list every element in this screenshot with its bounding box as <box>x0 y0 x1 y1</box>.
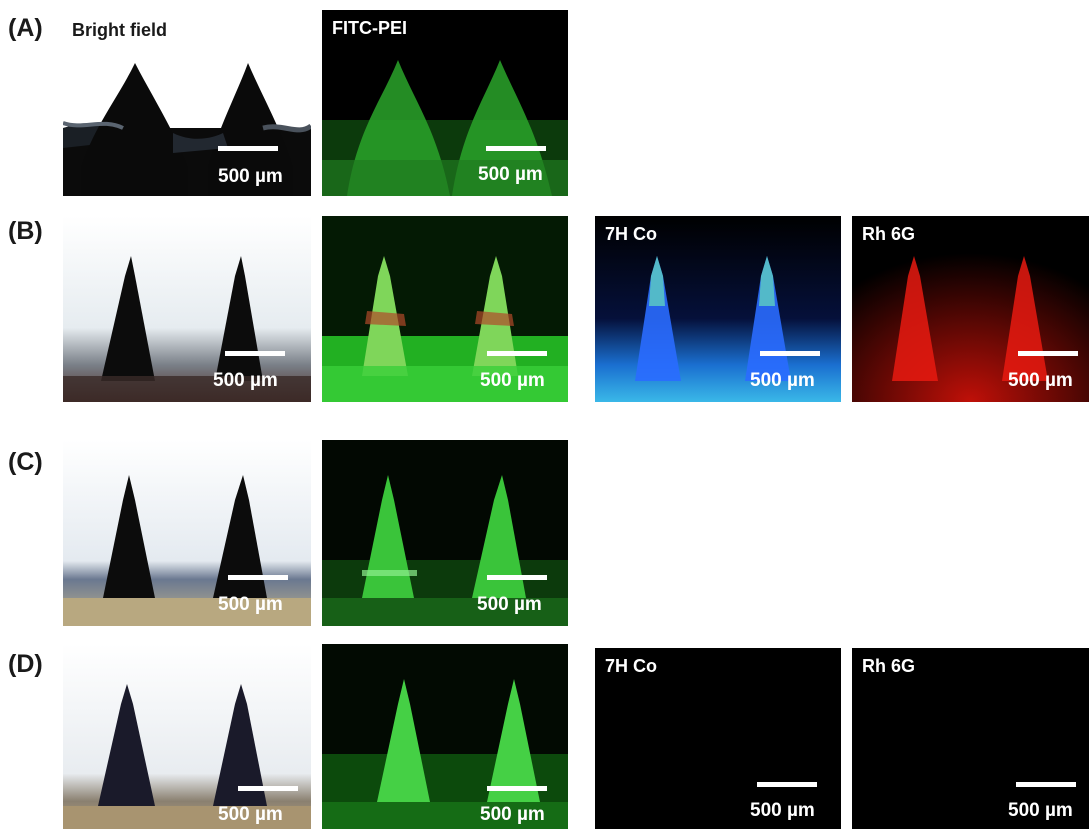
row-label-a: (A) <box>8 14 43 42</box>
scale-bar <box>1016 782 1076 787</box>
panel-b-fitc-pei: 500 µm <box>322 216 568 402</box>
scale-bar <box>487 351 547 356</box>
scale-bar-label: 500 µm <box>218 166 283 187</box>
panel-a-fitc-pei: FITC-PEI 500 µm <box>322 10 568 196</box>
column-title-fitc-pei: FITC-PEI <box>332 18 407 38</box>
panel-c-bright-field: 500 µm <box>63 440 311 626</box>
column-title-7h-co: 7H Co <box>605 656 658 676</box>
row-label-b: (B) <box>8 217 43 245</box>
panel-d-7h-co: 7H Co 500 µm <box>595 648 841 829</box>
scale-bar <box>1018 351 1078 356</box>
scale-bar-label: 500 µm <box>750 800 815 821</box>
row-label-d: (D) <box>8 650 43 678</box>
scale-bar-label: 500 µm <box>1008 370 1073 391</box>
panel-b-rh6g: Rh 6G 500 µm <box>852 216 1089 402</box>
scale-bar-label: 500 µm <box>218 594 283 615</box>
row-label-c: (C) <box>8 448 43 476</box>
scale-bar-label: 500 µm <box>750 370 815 391</box>
scale-bar <box>757 782 817 787</box>
scale-bar <box>228 575 288 580</box>
scale-bar-label: 500 µm <box>478 164 543 185</box>
column-title-bright-field: Bright field <box>72 20 167 40</box>
panel-b-bright-field: 500 µm <box>63 216 311 402</box>
scale-bar-label: 500 µm <box>1008 800 1073 821</box>
panel-b-7h-co: 7H Co 500 µm <box>595 216 841 402</box>
panel-d-bright-field: 500 µm <box>63 644 311 829</box>
column-title-7h-co: 7H Co <box>605 224 658 244</box>
scale-bar <box>225 351 285 356</box>
scale-bar-label: 500 µm <box>218 804 283 825</box>
scale-bar <box>487 786 547 791</box>
scale-bar <box>760 351 820 356</box>
column-title-rh6g: Rh 6G <box>862 224 916 244</box>
column-title-rh6g: Rh 6G <box>862 656 916 676</box>
scale-bar <box>486 146 546 151</box>
scale-bar-label: 500 µm <box>480 370 545 391</box>
scale-bar <box>487 575 547 580</box>
panel-d-fitc-pei: 500 µm <box>322 644 568 829</box>
scale-bar-label: 500 µm <box>213 370 278 391</box>
scale-bar <box>238 786 298 791</box>
panel-a-bright-field: 500 µm <box>63 48 311 196</box>
scale-bar-label: 500 µm <box>477 594 542 615</box>
scale-bar <box>218 146 278 151</box>
scale-bar-label: 500 µm <box>480 804 545 825</box>
panel-d-rh6g: Rh 6G 500 µm <box>852 648 1089 829</box>
panel-c-fitc-pei: 500 µm <box>322 440 568 626</box>
